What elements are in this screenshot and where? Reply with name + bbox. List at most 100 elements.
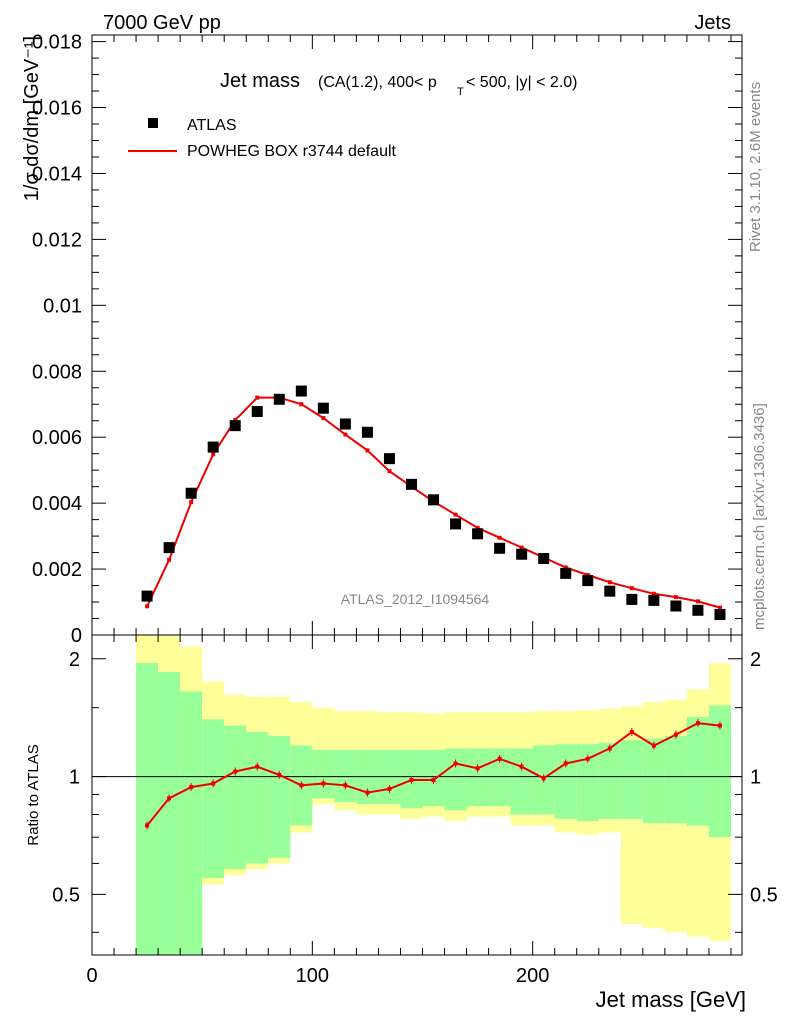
atlas-point [472, 528, 484, 540]
mc-point [585, 573, 590, 577]
mc-point [695, 599, 700, 604]
mc-point [607, 580, 612, 585]
main-ytick-label: 0.014 [32, 163, 82, 185]
band-inner-bin [708, 705, 731, 838]
ratio-ytick-label: 1 [69, 767, 80, 789]
ratio-panel: 0.5 0.5 1 1 2 2 0 100 200 Ratio to ATLAS Jet mas… [25, 634, 778, 1012]
band-inner-bin [246, 731, 269, 864]
rivet-label: Rivet 3.1.10, 2.6M events [747, 82, 764, 252]
header-left: 7000 GeV pp [103, 12, 221, 34]
legend-atlas-label: ATLAS [187, 117, 237, 134]
atlas-point [648, 594, 660, 606]
ratio-ytick-label-right: 1 [750, 767, 761, 789]
ratio-xtick-label: 200 [516, 965, 549, 987]
main-ytick-label: 0.004 [32, 493, 82, 515]
main-ytick-label: 0.01 [43, 295, 82, 317]
atlas-point [516, 548, 528, 560]
atlas-point [251, 405, 263, 417]
band-inner-bin [488, 748, 511, 807]
ratio-xlabel: Jet mass [GeV] [596, 987, 746, 1012]
ratio-ylabel: Ratio to ATLAS [25, 744, 42, 845]
mc-point [255, 395, 260, 400]
band-inner-bin [466, 748, 489, 807]
atlas-point [692, 604, 704, 616]
band-inner-bin [180, 691, 203, 955]
ratio-ytick-label-right: 0.5 [750, 884, 778, 906]
band-inner-bin [598, 742, 621, 819]
main-title: Jet mass [220, 70, 300, 92]
main-ytick-label: 0.012 [32, 229, 82, 251]
atlas-point [295, 385, 307, 397]
mc-point [629, 586, 634, 591]
main-axes: 0 0.002 0.004 0.006 0.008 0.01 0.012 0.014 0.016… [32, 32, 742, 647]
header-right: Jets [694, 12, 731, 34]
atlas-point [538, 553, 550, 565]
mc-point [717, 605, 722, 610]
main-subtitle-sub: T [457, 86, 464, 98]
mc-point [189, 500, 194, 505]
atlas-point [185, 487, 197, 499]
mc-point [673, 595, 678, 600]
mc-point [145, 604, 150, 609]
band-inner-bin [444, 748, 467, 811]
band-inner-bin [202, 719, 225, 879]
band-inner-bin [136, 663, 159, 955]
main-panel: 0 0.002 0.004 0.006 0.008 0.01 0.012 0.014 0.016… [21, 32, 743, 647]
band-inner-bin [268, 735, 291, 858]
atlas-point [428, 494, 440, 506]
main-ytick-label: 0.008 [32, 361, 82, 383]
main-subtitle-tail: < 500, |y| < 2.0) [466, 74, 578, 91]
atlas-point [317, 402, 329, 414]
mc-point [651, 591, 656, 596]
band-inner-bin [224, 725, 247, 870]
mc-point [563, 565, 568, 570]
legend: ATLAS POWHEG BOX r3744 default [128, 117, 397, 160]
band-inner-bin [664, 735, 687, 824]
atlas-point [670, 600, 682, 612]
ratio-marks [145, 719, 722, 830]
mc-point [365, 448, 370, 453]
mc-point [233, 418, 238, 423]
atlas-point [714, 609, 726, 621]
atlas-point [229, 420, 241, 432]
mc-point [321, 416, 326, 421]
atlas-point [604, 585, 616, 597]
atlas-point [494, 542, 506, 554]
legend-mc-label: POWHEG BOX r3744 default [187, 143, 397, 160]
mc-point [453, 512, 458, 517]
band-inner-bin [686, 716, 709, 826]
band-inner-bin [576, 744, 599, 821]
legend-atlas-marker [148, 118, 158, 128]
main-marks [141, 385, 726, 621]
main-ytick-label: 0 [71, 625, 82, 647]
atlas-point [207, 441, 219, 453]
band-inner-bin [158, 672, 181, 955]
source-label: mcplots.cern.ch [arXiv:1306.3436] [751, 403, 768, 630]
atlas-point [273, 393, 285, 405]
main-ytick-label: 0.006 [32, 427, 82, 449]
mc-point [299, 402, 304, 407]
ratio-ytick-label: 2 [69, 649, 80, 671]
ratio-ytick-label-right: 2 [750, 649, 761, 671]
atlas-point [383, 453, 395, 465]
mc-point [387, 469, 392, 474]
ratio-xtick-label: 0 [86, 965, 97, 987]
band-inner-bin [620, 740, 643, 819]
mc-point [167, 557, 172, 562]
atlas-point [141, 590, 153, 602]
atlas-point [405, 478, 417, 490]
band-inner-bin [312, 749, 335, 799]
main-ylabel: 1/σ dσ/dm [GeV⁻¹] [21, 36, 43, 201]
mc-point [519, 545, 524, 550]
band-inner-bin [642, 738, 665, 824]
atlas-point [582, 575, 594, 587]
ratio-xtick-label: 100 [296, 965, 329, 987]
mc-point [211, 452, 216, 457]
ratio-axes: 0.5 0.5 1 1 2 2 0 100 200 [52, 635, 778, 987]
atlas-point [339, 418, 351, 430]
band-inner-bin [510, 748, 533, 815]
mc-point [343, 432, 348, 437]
band-inner-bin [334, 749, 357, 803]
atlas-point [163, 542, 175, 554]
